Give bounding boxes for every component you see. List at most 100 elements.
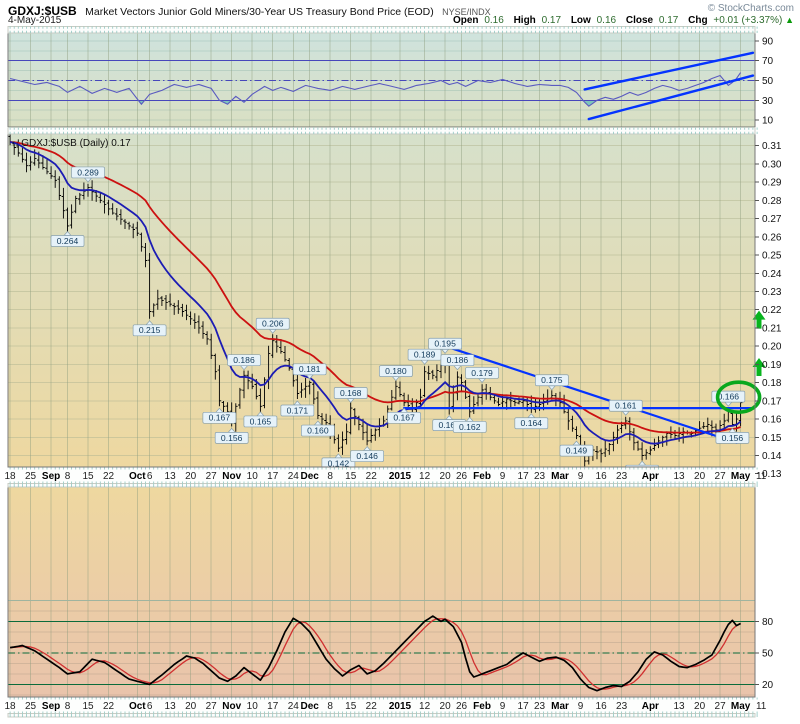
- x-axis-tick-label: 8: [65, 701, 71, 712]
- svg-text:50: 50: [762, 76, 774, 87]
- x-axis-tick-label: Apr: [642, 471, 659, 482]
- x-axis-tick-label: 22: [103, 471, 115, 482]
- x-axis-tick-label: 13: [674, 471, 686, 482]
- svg-text:10: 10: [762, 116, 774, 127]
- x-axis-tick-label: 9: [500, 701, 506, 712]
- x-axis-tick-label: 24: [288, 471, 300, 482]
- svg-text:0.27: 0.27: [762, 214, 782, 225]
- svg-text:0.264: 0.264: [57, 236, 79, 246]
- x-axis-tick-label: 17: [518, 701, 530, 712]
- price-label-callout: 0.146: [350, 446, 384, 462]
- svg-text:0.13: 0.13: [762, 469, 782, 480]
- tick-strip: [7, 26, 758, 34]
- price-label-callout: 0.168: [333, 387, 368, 404]
- x-axis-tick-label: Mar: [551, 701, 569, 712]
- x-axis-tick-label: 20: [694, 471, 706, 482]
- close-value: 0.17: [658, 15, 679, 26]
- price-label-callout: 0.166: [711, 390, 746, 407]
- x-axis-tick-label: Oct: [129, 701, 146, 712]
- svg-text:0.16: 0.16: [762, 415, 782, 426]
- tick-strip: [7, 483, 758, 488]
- up-triangle-icon: ▲: [785, 15, 794, 25]
- svg-text:0.156: 0.156: [722, 433, 744, 443]
- svg-text:0.15: 0.15: [762, 433, 782, 444]
- x-axis-tick-label: 10: [247, 471, 259, 482]
- open-label: Open: [452, 15, 479, 26]
- price-panel: 0.2640.2890.2150.1670.1560.1860.1650.206…: [7, 128, 782, 482]
- svg-text:0.186: 0.186: [233, 355, 255, 365]
- x-axis-tick-label: May: [731, 701, 751, 712]
- x-axis-tick-label: 15: [82, 471, 94, 482]
- svg-text:0.167: 0.167: [393, 413, 415, 423]
- svg-text:0.26: 0.26: [762, 232, 782, 243]
- x-axis-tick-label: 23: [534, 471, 546, 482]
- x-axis-tick-label: 2015: [389, 701, 412, 712]
- change-label: Chg: [688, 15, 708, 26]
- price-label-callout: 0.215: [132, 320, 167, 337]
- x-axis-tick-label: 27: [715, 701, 727, 712]
- x-axis-tick-label: 8: [327, 701, 333, 712]
- rsi-panel: 90 70 50 30 10: [7, 32, 774, 128]
- price-label-callout: 0.181: [292, 363, 327, 380]
- svg-text:0.189: 0.189: [414, 350, 436, 360]
- x-axis-tick-label: 20: [440, 471, 452, 482]
- price-label-callout: 0.180: [379, 365, 413, 382]
- price-label-callout: 0.189: [407, 348, 442, 365]
- x-axis-tick-label: 13: [165, 471, 177, 482]
- copyright-label: © StockCharts.com: [707, 3, 794, 14]
- price-label-callout: 0.179: [465, 367, 499, 383]
- svg-text:0.289: 0.289: [77, 167, 99, 177]
- svg-text:0.180: 0.180: [385, 366, 407, 376]
- quote-summary: Open 0.16 High 0.17 Low 0.16 Close 0.17 …: [446, 15, 794, 26]
- svg-text:0.179: 0.179: [471, 368, 493, 378]
- svg-text:0.161: 0.161: [615, 401, 637, 411]
- x-axis-tick-label: 27: [206, 471, 218, 482]
- svg-text:0.22: 0.22: [762, 305, 782, 316]
- price-label-callout: 0.264: [50, 230, 85, 247]
- x-axis-tick-label: 13: [165, 701, 177, 712]
- svg-text:0.146: 0.146: [356, 451, 378, 461]
- symbol-label: GDXJ:$USB: [8, 4, 77, 18]
- svg-text:0.168: 0.168: [340, 388, 362, 398]
- x-axis-tick-label: 20: [185, 701, 197, 712]
- svg-text:30: 30: [762, 96, 774, 107]
- x-axis-tick-label: 26: [456, 701, 468, 712]
- svg-text:0.142: 0.142: [328, 458, 350, 468]
- x-axis-tick-label: 25: [25, 701, 37, 712]
- x-axis-tick-label: 15: [345, 701, 357, 712]
- svg-text:0.167: 0.167: [209, 413, 231, 423]
- x-axis-tick-label: 20: [694, 701, 706, 712]
- price-label-callout: 0.195: [428, 337, 462, 354]
- rsi-trendline-lower: [587, 74, 755, 121]
- svg-text:20: 20: [762, 680, 774, 691]
- x-axis-tick-label: 23: [534, 701, 546, 712]
- open-value: 0.16: [484, 15, 504, 26]
- svg-text:0.163: 0.163: [438, 420, 460, 430]
- green-up-arrow-icon: [752, 310, 766, 329]
- x-axis-tick-label: 9: [578, 701, 584, 712]
- x-axis-tick-label: 15: [82, 701, 94, 712]
- x-axis-tick-label: 24: [288, 701, 300, 712]
- x-axis-tick-label: 18: [4, 471, 16, 482]
- svg-text:0.31: 0.31: [762, 141, 782, 152]
- x-axis-tick-label: 23: [616, 701, 628, 712]
- tick-strip: [7, 127, 758, 135]
- svg-text:0.206: 0.206: [262, 319, 284, 329]
- x-axis-tick-label: Feb: [473, 701, 491, 712]
- price-label-callout: 0.289: [71, 166, 105, 183]
- date-axis-row: 18 25 Sep 8 15 22 Oct 6 13 20 27 Nov 10 17 24 Dec 8 15 22 2…: [4, 697, 767, 714]
- x-axis-tick-label: Feb: [473, 471, 491, 482]
- x-axis-tick-label: Sep: [42, 701, 60, 712]
- svg-text:0.215: 0.215: [139, 325, 161, 335]
- x-axis-tick-label: Sep: [42, 471, 60, 482]
- stochastic-k-line: [9, 615, 741, 692]
- svg-text:0.186: 0.186: [447, 355, 469, 365]
- price-label-callout: 0.186: [227, 354, 261, 371]
- price-label-callout: 0.186: [440, 354, 475, 371]
- x-axis-tick-label: 26: [456, 471, 468, 482]
- title-line: GDXJ:$USB Market Vectors Junior Gold Min…: [8, 2, 491, 20]
- x-axis-tick-label: 22: [103, 701, 115, 712]
- x-axis-tick-label: 10: [247, 701, 259, 712]
